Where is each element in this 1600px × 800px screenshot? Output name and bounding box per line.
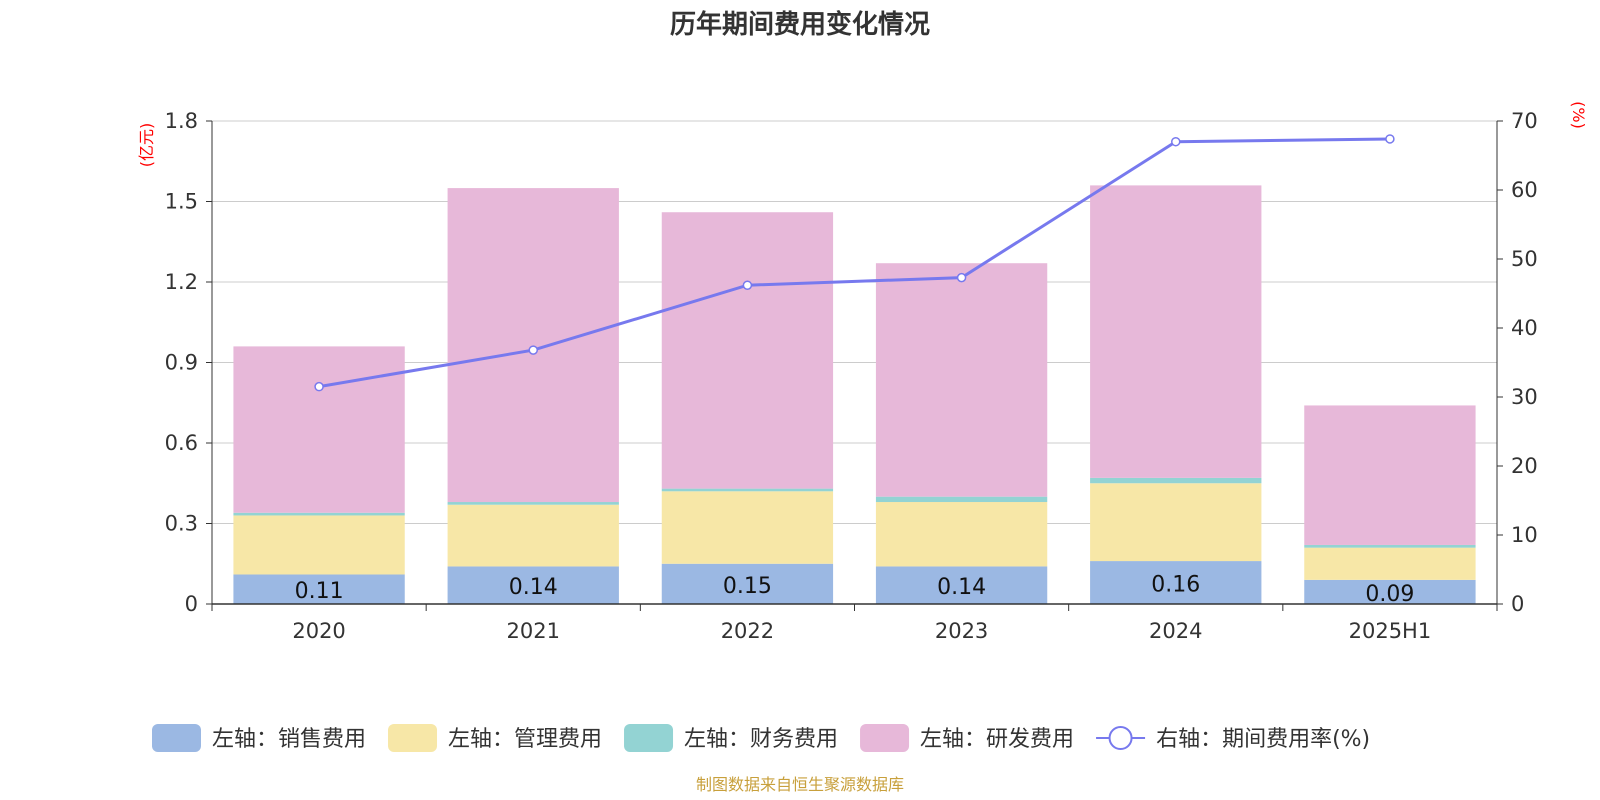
bar-data-label: 0.15 <box>723 574 772 599</box>
chart-title: 历年期间费用变化情况 <box>670 9 930 40</box>
legend-label: 左轴：财务费用 <box>684 727 838 752</box>
x-axis-tick-label: 2024 <box>1149 619 1202 643</box>
left-axis-tick-label: 1.2 <box>165 270 198 294</box>
bar-segment <box>233 346 405 513</box>
bar-segment <box>875 496 1048 503</box>
legend-swatch <box>624 724 674 752</box>
bar-segment <box>875 502 1048 567</box>
left-axis-tick-label: 0.9 <box>165 351 198 375</box>
left-axis-tick-label: 0.3 <box>165 512 198 536</box>
line-point <box>528 345 538 355</box>
bar-segment <box>1304 405 1476 545</box>
bar-segment <box>661 491 834 564</box>
line-point <box>314 381 324 392</box>
legend-swatch <box>152 724 201 752</box>
x-axis-tick-label: 2021 <box>507 619 560 643</box>
bar-data-label: 0.14 <box>937 575 986 600</box>
bar-data-label: 0.11 <box>295 579 344 604</box>
legend-swatch <box>860 724 910 752</box>
right-axis-tick-label: 50 <box>1511 247 1538 271</box>
bar-segment <box>233 512 405 516</box>
bar-segment <box>447 188 619 503</box>
bar-segment <box>447 566 619 604</box>
right-axis-tick-label: 70 <box>1511 109 1538 133</box>
x-axis-tick-label: 2023 <box>935 619 988 643</box>
bar-segment <box>875 263 1048 497</box>
line-point <box>742 280 753 290</box>
bar-segment <box>1304 579 1476 604</box>
left-axis-tick-label: 1.5 <box>165 190 198 214</box>
bar-segment <box>1090 483 1262 562</box>
bar-segment <box>661 563 834 604</box>
axes-layer: 0 0.3 0.6 0.9 1.2 1.5 1.8 0 10 20 30 40 50 60 70 2020 20… <box>165 109 1538 643</box>
left-axis-tick-label: 1.8 <box>165 109 198 133</box>
bar-segment <box>661 212 834 489</box>
line-point <box>1171 136 1181 147</box>
left-axis-unit: (亿元) <box>137 123 156 168</box>
legend-label: 左轴：研发费用 <box>920 727 1074 752</box>
right-axis-unit: (%) <box>1569 101 1588 129</box>
legend-line-marker <box>1108 726 1133 750</box>
legend-label: 左轴：销售费用 <box>212 727 366 752</box>
right-axis-tick-label: 40 <box>1511 316 1538 340</box>
line-point <box>1385 134 1395 144</box>
right-axis-tick-label: 20 <box>1511 454 1538 478</box>
x-axis-tick-label: 2025H1 <box>1349 619 1432 643</box>
legend-swatch <box>388 724 438 752</box>
bar-data-label: 0.09 <box>1365 582 1414 607</box>
right-axis-tick-label: 60 <box>1511 178 1538 202</box>
legend-label: 左轴：管理费用 <box>448 727 602 752</box>
grid-lines <box>212 120 1497 524</box>
legend-label: 右轴：期间费用率(%) <box>1156 727 1370 752</box>
right-axis-tick-label: 30 <box>1511 385 1538 409</box>
bar-segment <box>1090 561 1262 604</box>
line-point <box>956 272 967 283</box>
bar-segment <box>1304 544 1476 548</box>
left-axis-tick-label: 0 <box>185 592 198 616</box>
bar-segment <box>447 504 619 567</box>
x-axis-tick-label: 2020 <box>292 619 345 643</box>
bar-segment <box>1090 477 1262 484</box>
bars-layer: 0.11 0.14 0.15 0.14 0.16 0.09 <box>233 185 1476 607</box>
line-layer <box>314 134 1395 392</box>
bar-data-label: 0.14 <box>509 575 558 600</box>
bar-segment <box>233 515 405 575</box>
bar-data-label: 0.16 <box>1151 573 1200 598</box>
bar-segment <box>447 502 619 505</box>
right-axis-tick-label: 10 <box>1511 523 1538 547</box>
bar-segment <box>875 566 1048 604</box>
left-axis-tick-label: 0.6 <box>165 431 198 455</box>
x-axis-tick-label: 2022 <box>721 619 774 643</box>
bar-segment <box>661 488 834 492</box>
legend: 左轴：销售费用 左轴：管理费用 左轴：财务费用 左轴：研发费用 右轴：期间费用率(%) <box>152 724 1370 752</box>
bar-segment <box>1304 547 1476 580</box>
line-series-path <box>318 137 1390 389</box>
bar-segment <box>1090 185 1262 478</box>
right-axis-tick-label: 0 <box>1511 592 1524 616</box>
bar-segment <box>233 574 405 604</box>
source-note: 制图数据来自恒生聚源数据库 <box>696 775 904 794</box>
